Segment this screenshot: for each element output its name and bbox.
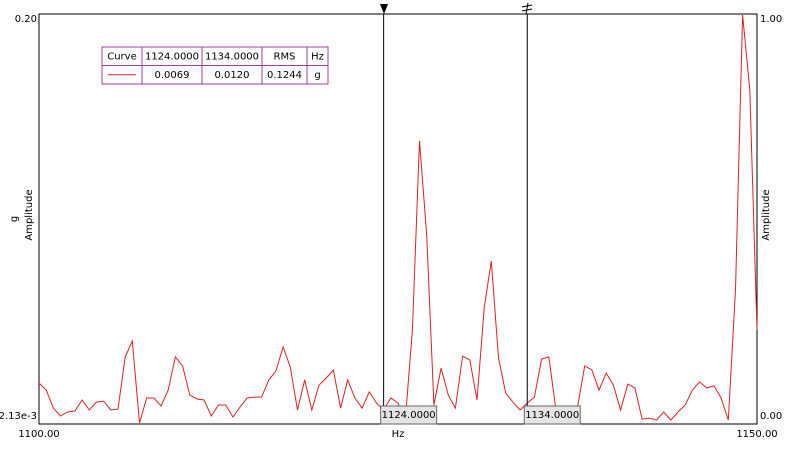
cursor-marker [380, 4, 388, 14]
y2-tick-label: 0.00 [760, 411, 782, 422]
y-tick-label: 2.13e-3 [0, 411, 37, 422]
cursor-marker [521, 2, 533, 15]
cursor-label-box [523, 405, 581, 425]
x-axis-label: Hz [392, 429, 405, 440]
table-header: RMS [274, 51, 296, 62]
y-unit: g [9, 216, 20, 222]
table-header: Hz [311, 51, 324, 62]
y2-axis-label: Amplitude [761, 189, 772, 240]
x-tick-label: 1100.00 [18, 429, 59, 440]
table-header: 1124.0000 [145, 51, 199, 62]
y2-tick-label: 1.00 [760, 14, 782, 25]
cursor-label: 1134.0000 [525, 410, 579, 421]
table-cell: 0.1244 [267, 70, 302, 81]
y-axis-label: Amplitude [24, 189, 35, 240]
cursor-label: 1124.0000 [382, 410, 436, 421]
data-line [38, 14, 758, 424]
table-header: 1134.0000 [205, 51, 259, 62]
table-header: Curve [107, 51, 137, 62]
table-cell: 0.0069 [155, 70, 190, 81]
cursor-label-box [380, 405, 438, 425]
y-tick-label: 0.20 [15, 14, 37, 25]
table-cell: g [314, 70, 320, 81]
table-cell: 0.0120 [215, 70, 250, 81]
x-tick-label: 1150.00 [736, 429, 777, 440]
